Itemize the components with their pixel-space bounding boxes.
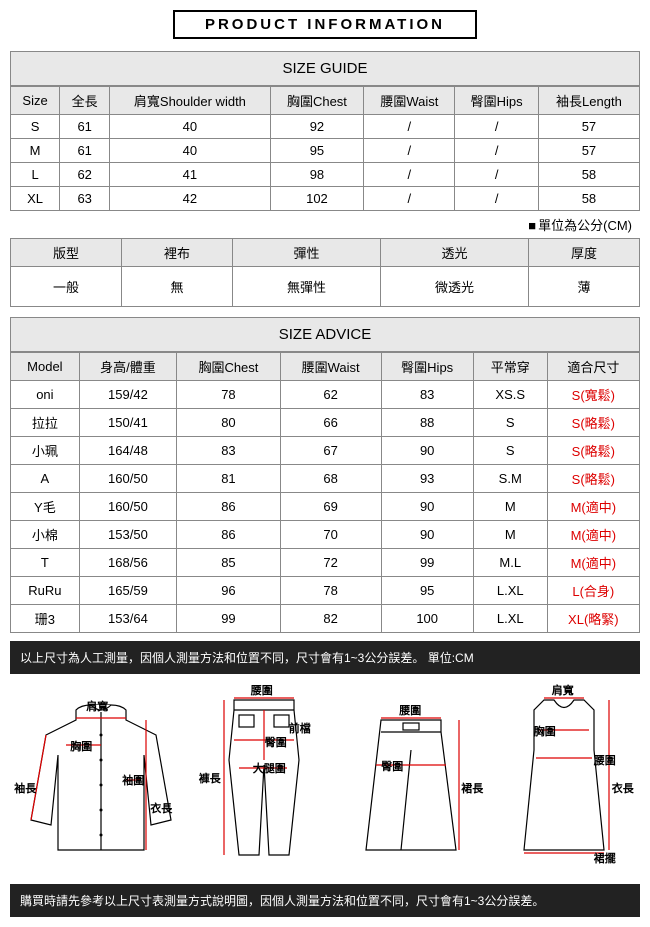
table-header: 透光 [380, 239, 528, 267]
table-header: 彈性 [233, 239, 381, 267]
lbl-pants-length: 褲長 [199, 770, 221, 786]
product-info-header: PRODUCT INFORMATION [173, 10, 477, 39]
table-row: 珊3153/649982100L.XLXL(略緊) [11, 605, 640, 633]
table-row: A160/50816893S.MS(略鬆) [11, 465, 640, 493]
table-header: 肩寬Shoulder width [110, 87, 270, 115]
lbl-pants-front: 前檔 [289, 720, 311, 736]
pants-diagram: 腰圍 前檔 臀圍 大腿圍 褲長 [209, 690, 319, 860]
table-header: 腰圍Waist [280, 353, 381, 381]
lbl-skirt-length: 裙長 [461, 780, 483, 796]
table-row: Y毛160/50866990MM(適中) [11, 493, 640, 521]
table-header: 裡布 [122, 239, 233, 267]
table-header: 腰圍Waist [364, 87, 455, 115]
lbl-shirt-length: 衣長 [150, 800, 172, 816]
table-row: 拉拉150/41806688SS(略鬆) [11, 409, 640, 437]
lbl-shirt-chest: 胸圍 [70, 738, 92, 754]
table-header: 版型 [11, 239, 122, 267]
table-header: 厚度 [528, 239, 639, 267]
table-row: RuRu165/59967895L.XLL(合身) [11, 577, 640, 605]
lbl-skirt-hip: 臀圍 [381, 758, 403, 774]
lbl-dress-chest: 胸圍 [534, 723, 556, 739]
table-header: 胸圍Chest [177, 353, 281, 381]
table-header: 胸圍Chest [270, 87, 364, 115]
fabric-table: 版型裡布彈性透光厚度 一般無無彈性微透光薄 [10, 238, 640, 307]
table-row: M614095//57 [11, 139, 640, 163]
lbl-pants-thigh: 大腿圍 [253, 760, 286, 776]
table-row: XL6342102//58 [11, 187, 640, 211]
table-header: Model [11, 353, 80, 381]
table-header: 臀圍Hips [455, 87, 538, 115]
table-row: 小棉153/50867090MM(適中) [11, 521, 640, 549]
size-guide-table: Size全長肩寬Shoulder width胸圍Chest腰圍Waist臀圍Hi… [10, 86, 640, 211]
shirt-diagram: 肩寬 胸圍 袖長 袖圍 衣長 [26, 700, 176, 860]
lbl-shirt-sleeve: 袖長 [14, 780, 36, 796]
measurement-note-1: 以上尺寸為人工測量，因個人測量方法和位置不同，尺寸會有1~3公分誤差。 單位:C… [10, 641, 640, 674]
size-guide-title: SIZE GUIDE [10, 51, 640, 86]
table-row: L624198//58 [11, 163, 640, 187]
table-header: 適合尺寸 [547, 353, 639, 381]
lbl-shirt-cuff: 袖圍 [122, 772, 144, 788]
size-advice-title: SIZE ADVICE [10, 317, 640, 352]
diagram-area: 肩寬 胸圍 袖長 袖圍 衣長 腰圍 前檔 臀圍 大腿圍 褲長 [10, 674, 640, 876]
table-header: 全長 [60, 87, 110, 115]
table-header: 身高/體重 [79, 353, 176, 381]
lbl-dress-shoulder: 肩寬 [552, 682, 574, 698]
dress-diagram: 肩寬 胸圍 腰圍 衣長 裙擺 [504, 690, 624, 860]
unit-note: 單位為公分(CM) [10, 211, 640, 238]
lbl-pants-waist: 腰圍 [251, 682, 273, 698]
lbl-dress-waist: 腰圍 [594, 752, 616, 768]
lbl-dress-hem: 裙擺 [594, 850, 616, 866]
table-row: oni159/42786283XS.SS(寬鬆) [11, 381, 640, 409]
table-header: Size [11, 87, 60, 115]
measurement-note-2: 購買時請先參考以上尺寸表測量方式說明圖，因個人測量方法和位置不同，尺寸會有1~3… [10, 884, 640, 917]
table-row: 小珮164/48836790SS(略鬆) [11, 437, 640, 465]
size-advice-table: Model身高/體重胸圍Chest腰圍Waist臀圍Hips平常穿適合尺寸 on… [10, 352, 640, 633]
lbl-skirt-waist: 腰圍 [399, 702, 421, 718]
table-row: S614092//57 [11, 115, 640, 139]
table-row: T168/56857299M.LM(適中) [11, 549, 640, 577]
lbl-dress-length: 衣長 [612, 780, 634, 796]
skirt-diagram: 腰圍 臀圍 裙長 [351, 710, 471, 860]
lbl-pants-hip: 臀圍 [265, 734, 287, 750]
lbl-shirt-shoulder: 肩寬 [86, 698, 108, 714]
table-row: 一般無無彈性微透光薄 [11, 267, 640, 307]
table-header: 臀圍Hips [381, 353, 473, 381]
table-header: 平常穿 [473, 353, 547, 381]
table-header: 袖長Length [538, 87, 639, 115]
